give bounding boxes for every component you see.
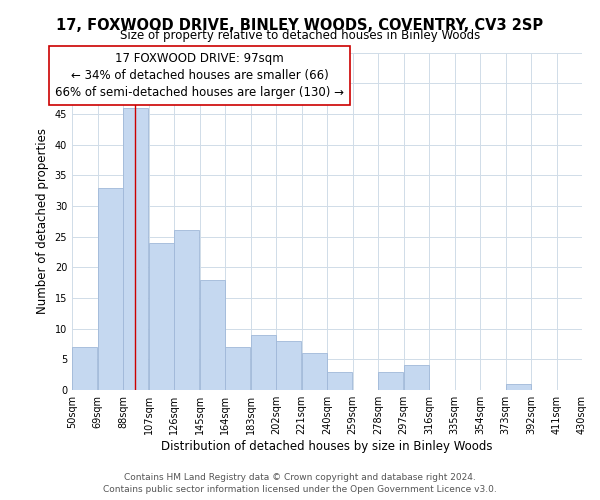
Bar [72,347,97,390]
Bar [276,341,301,390]
Bar [174,230,199,390]
Bar [251,335,276,390]
Bar [327,372,352,390]
Bar [200,280,225,390]
Text: 17 FOXWOOD DRIVE: 97sqm
← 34% of detached houses are smaller (66)
66% of semi-de: 17 FOXWOOD DRIVE: 97sqm ← 34% of detache… [55,52,344,99]
Bar [98,188,123,390]
Text: Contains HM Land Registry data © Crown copyright and database right 2024.
Contai: Contains HM Land Registry data © Crown c… [103,472,497,494]
X-axis label: Distribution of detached houses by size in Binley Woods: Distribution of detached houses by size … [161,440,493,453]
Bar [378,372,403,390]
Text: 17, FOXWOOD DRIVE, BINLEY WOODS, COVENTRY, CV3 2SP: 17, FOXWOOD DRIVE, BINLEY WOODS, COVENTR… [56,18,544,32]
Bar [404,366,429,390]
Bar [302,353,327,390]
Text: Size of property relative to detached houses in Binley Woods: Size of property relative to detached ho… [120,29,480,42]
Bar [506,384,531,390]
Bar [225,347,250,390]
Bar [149,242,174,390]
Bar [123,108,148,390]
Y-axis label: Number of detached properties: Number of detached properties [36,128,49,314]
